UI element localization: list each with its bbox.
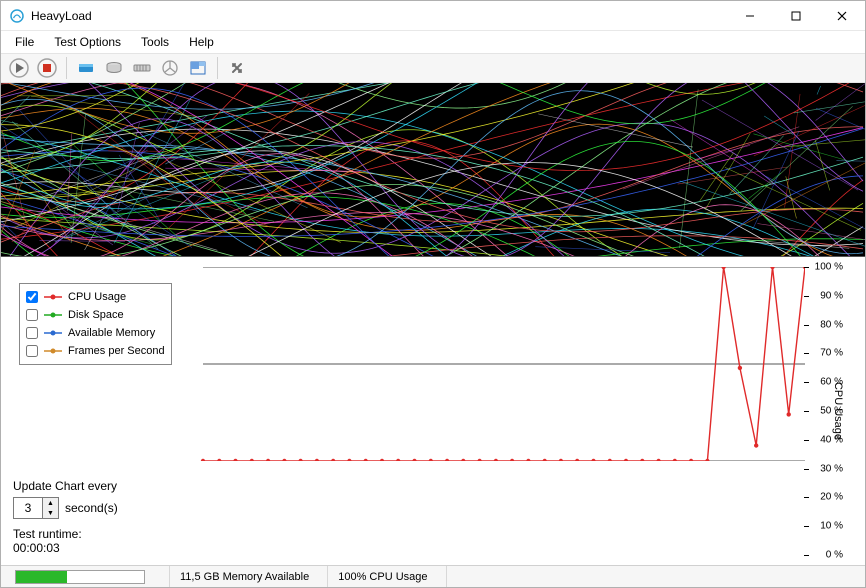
maximize-button[interactable] bbox=[773, 1, 819, 31]
menu-tools[interactable]: Tools bbox=[133, 33, 177, 51]
legend-label: Frames per Second bbox=[68, 345, 165, 357]
legend-marker-icon bbox=[44, 346, 62, 356]
legend-label: CPU Usage bbox=[68, 291, 126, 303]
legend-row: CPU Usage bbox=[26, 288, 165, 306]
stepper-up-icon[interactable]: ▲ bbox=[43, 498, 58, 508]
treesize-button[interactable] bbox=[186, 56, 210, 80]
ytick-label: 40 % bbox=[820, 434, 843, 445]
stepper-down-icon[interactable]: ▼ bbox=[43, 508, 58, 518]
status-progress-cell bbox=[5, 566, 170, 587]
chart-area: CPU Usage Disk Space Available Memory Frame… bbox=[1, 257, 865, 565]
cpu-test-button[interactable] bbox=[74, 56, 98, 80]
update-interval-stepper[interactable]: ▲ ▼ bbox=[13, 497, 59, 519]
ytick-label: 90 % bbox=[820, 290, 843, 301]
toolbar-separator bbox=[66, 57, 67, 79]
ytick-label: 80 % bbox=[820, 319, 843, 330]
legend-row: Disk Space bbox=[26, 306, 165, 324]
status-memory-text: 11,5 GB Memory Available bbox=[170, 566, 328, 587]
ytick-label: 20 % bbox=[820, 492, 843, 503]
ytick-label: 0 % bbox=[826, 550, 843, 561]
ytick-label: 50 % bbox=[820, 406, 843, 417]
ytick-label: 10 % bbox=[820, 521, 843, 532]
update-suffix: second(s) bbox=[65, 501, 118, 515]
gpu-stress-panel bbox=[1, 83, 865, 257]
legend-label: Disk Space bbox=[68, 309, 124, 321]
update-interval-input[interactable] bbox=[14, 498, 42, 518]
titlebar: HeavyLoad bbox=[1, 1, 865, 31]
chart-controls: Update Chart every ▲ ▼ second(s) Test ru… bbox=[13, 479, 805, 555]
disk-test-button[interactable] bbox=[102, 56, 126, 80]
legend-marker-icon bbox=[44, 292, 62, 302]
legend-checkbox[interactable] bbox=[26, 291, 38, 303]
legend-row: Available Memory bbox=[26, 324, 165, 342]
memory-test-button[interactable] bbox=[130, 56, 154, 80]
minimize-button[interactable] bbox=[727, 1, 773, 31]
play-button[interactable] bbox=[7, 56, 31, 80]
menu-help[interactable]: Help bbox=[181, 33, 222, 51]
legend-label: Available Memory bbox=[68, 327, 155, 339]
legend-checkbox[interactable] bbox=[26, 345, 38, 357]
ytick-label: 70 % bbox=[820, 348, 843, 359]
statusbar: 11,5 GB Memory Available 100% CPU Usage bbox=[1, 565, 865, 587]
runtime-value: 00:00:03 bbox=[13, 541, 805, 555]
status-cpu-text: 100% CPU Usage bbox=[328, 566, 446, 587]
legend-row: Frames per Second bbox=[26, 342, 165, 360]
chart-yaxis: CPU Usage 0 %10 %20 %30 %40 %50 %60 %70 … bbox=[809, 267, 859, 555]
toolbar-separator bbox=[217, 57, 218, 79]
settings-button[interactable] bbox=[225, 56, 249, 80]
legend-checkbox[interactable] bbox=[26, 327, 38, 339]
app-window: HeavyLoad FileTest OptionsToolsHelp bbox=[0, 0, 866, 588]
toolbar bbox=[1, 53, 865, 83]
ytick-label: 60 % bbox=[820, 377, 843, 388]
window-title: HeavyLoad bbox=[31, 9, 92, 23]
legend-checkbox[interactable] bbox=[26, 309, 38, 321]
close-button[interactable] bbox=[819, 1, 865, 31]
update-label: Update Chart every bbox=[13, 479, 805, 493]
menu-file[interactable]: File bbox=[7, 33, 42, 51]
app-icon bbox=[9, 8, 25, 24]
ytick-label: 100 % bbox=[815, 262, 843, 273]
menu-test-options[interactable]: Test Options bbox=[46, 33, 129, 51]
legend-marker-icon bbox=[44, 328, 62, 338]
stop-button[interactable] bbox=[35, 56, 59, 80]
ytick-label: 30 % bbox=[820, 463, 843, 474]
gpu-test-button[interactable] bbox=[158, 56, 182, 80]
runtime-label: Test runtime: bbox=[13, 527, 805, 541]
memory-progress-bar bbox=[15, 570, 145, 584]
chart-legend: CPU Usage Disk Space Available Memory Frame… bbox=[19, 283, 172, 365]
legend-marker-icon bbox=[44, 310, 62, 320]
menubar: FileTest OptionsToolsHelp bbox=[1, 31, 865, 53]
